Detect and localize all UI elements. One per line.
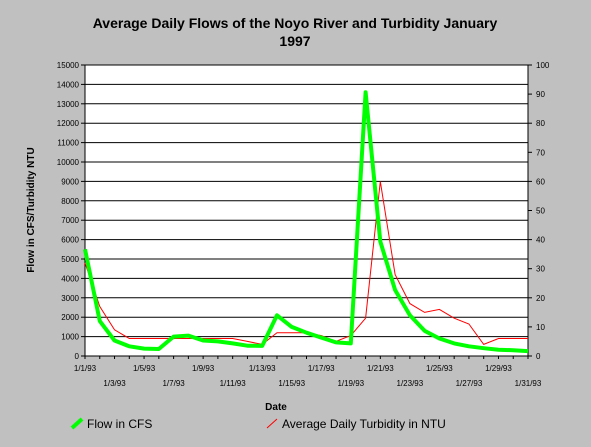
left-tick-label: 0 [75,352,80,361]
right-tick-label: 40 [536,236,545,245]
right-tick-label: 10 [536,323,545,332]
x-tick-label: 1/15/93 [278,379,305,388]
gridlines [85,83,528,338]
x-tick-label: 1/25/93 [426,364,453,373]
plot-area [84,64,529,357]
x-tick-label: 1/31/93 [515,379,542,388]
x-tick-label: 1/23/93 [397,379,424,388]
right-tick-label: 70 [536,148,545,157]
right-tick-label: 0 [536,352,541,361]
right-axis-ticks: 0 10 20 30 40 50 60 70 80 90 100 [528,61,550,361]
left-tick-label: 9000 [61,177,79,186]
left-tick-label: 13000 [57,100,80,109]
right-tick-label: 60 [536,177,545,186]
legend-label-turbidity: Average Daily Turbidity in NTU [282,417,446,431]
x-tick-label: 1/9/93 [192,364,215,373]
left-tick-label: 2000 [61,313,79,322]
series-line-flow [83,90,529,354]
x-tick-label: 1/21/93 [367,364,394,373]
left-tick-label: 12000 [57,119,80,128]
x-tick-label: 1/11/93 [220,379,247,388]
x-tick-label: 1/1/93 [74,364,97,373]
x-tick-label: 1/19/93 [337,379,364,388]
left-axis-ticks: 0 1000 2000 3000 4000 5000 6000 7000 8000 9000 100… [57,61,85,361]
left-tick-label: 4000 [61,274,79,283]
left-tick-label: 14000 [57,80,80,89]
legend-swatch-flow [70,417,84,430]
left-tick-label: 15000 [57,61,80,70]
x-tick-label: 1/29/93 [485,364,512,373]
x-tick-label: 1/7/93 [162,379,185,388]
x-tick-label: 1/5/93 [133,364,156,373]
left-tick-label: 7000 [61,216,79,225]
left-tick-label: 3000 [61,294,79,303]
right-tick-label: 30 [536,265,545,274]
left-tick-label: 5000 [61,255,79,264]
chart-title-line1: Average Daily Flows of the Noyo River an… [93,15,498,31]
x-axis-title: Date [265,402,287,413]
left-tick-label: 6000 [61,236,79,245]
legend-swatch-turbidity [266,418,278,429]
x-tick-label: 1/27/93 [456,379,483,388]
legend: Flow in CFS Average Daily Turbidity in N… [70,417,446,431]
x-axis-ticks: 1/1/93 1/5/93 1/9/93 1/13/93 1/17/93 1/21/93 1… [74,356,542,388]
x-tick-label: 1/13/93 [249,364,276,373]
y-axis-title: Flow in CFS/Turbidity NTU [26,147,37,272]
legend-label-flow: Flow in CFS [87,417,152,431]
x-tick-label: 1/3/93 [103,379,126,388]
left-tick-label: 10000 [57,158,80,167]
right-tick-label: 100 [536,61,550,70]
right-tick-label: 50 [536,207,545,216]
left-tick-label: 8000 [61,197,79,206]
left-tick-label: 11000 [57,139,79,148]
x-tick-label: 1/17/93 [308,364,335,373]
series-lines [83,90,529,354]
right-tick-label: 20 [536,294,545,303]
chart-title-line2: 1997 [279,33,310,49]
right-tick-label: 80 [536,119,545,128]
left-tick-label: 1000 [61,333,79,342]
right-tick-label: 90 [536,90,545,99]
